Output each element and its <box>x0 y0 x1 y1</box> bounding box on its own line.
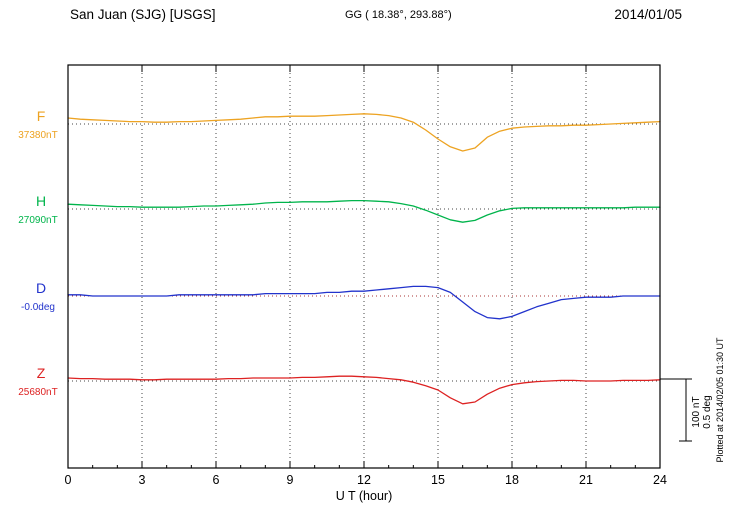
scale-bar <box>660 378 692 442</box>
chart-layer: F 37380nT H 27090nT D -0.0deg Z 25680nT 0 3 6 9 12 15… <box>18 64 667 487</box>
baseline-value-H: 27090nT <box>18 215 57 226</box>
x-tick-label-18: 18 <box>505 473 519 487</box>
x-tick-label-9: 9 <box>287 473 294 487</box>
series-trace-H <box>67 199 661 223</box>
channel-label-Z: Z <box>37 365 46 381</box>
plotted-at-note: Plotted at 2014/02/05 01:30 UT <box>715 337 725 463</box>
channel-label-H: H <box>36 193 46 209</box>
baseline-value-F: 37380nT <box>18 130 57 141</box>
scale-label-nt: 100 nT <box>691 396 702 427</box>
channel-label-D: D <box>36 280 46 296</box>
scale-label-deg: 0.5 deg <box>702 395 713 428</box>
x-tick-label-21: 21 <box>579 473 593 487</box>
geo-coords: GG ( 18.38°, 293.88°) <box>345 9 452 21</box>
series-trace-D <box>67 285 661 320</box>
x-tick-label-24: 24 <box>653 473 667 487</box>
baseline-value-D: -0.0deg <box>21 302 55 313</box>
x-tick-label-3: 3 <box>139 473 146 487</box>
x-tick-label-0: 0 <box>65 473 72 487</box>
series-trace-Z <box>67 375 661 405</box>
series-trace-F <box>67 113 661 152</box>
x-tick-label-15: 15 <box>431 473 445 487</box>
plot-date: 2014/01/05 <box>614 7 682 22</box>
x-tick-label-12: 12 <box>357 473 371 487</box>
station-title: San Juan (SJG) [USGS] <box>70 7 216 22</box>
baseline-value-Z: 25680nT <box>18 387 57 398</box>
x-tick-label-6: 6 <box>213 473 220 487</box>
channel-label-F: F <box>37 108 46 124</box>
x-axis-title: U T (hour) <box>336 489 393 503</box>
